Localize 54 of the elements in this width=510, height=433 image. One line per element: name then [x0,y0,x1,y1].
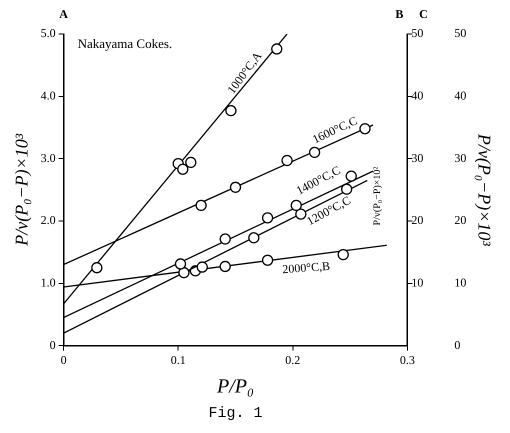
x-tick-label: 0.1 [170,352,186,367]
y2-tick-label: 40 [411,88,424,102]
point [91,262,102,274]
point [220,260,231,272]
point [230,182,242,193]
point [248,232,260,244]
y2-tick-label: 50 [411,26,424,40]
x-tick-label: 0 [60,352,67,367]
point [196,261,208,273]
point [359,123,371,134]
point [295,208,306,220]
y3-tick-label: 20 [454,213,466,228]
point [185,156,196,168]
text: C [419,7,428,21]
y3-tick-label: 30 [454,150,466,165]
point [341,184,352,195]
point [262,254,274,266]
y-tick-label: 1.0 [40,275,56,290]
y2-tick-label: 30 [411,150,424,165]
point [178,267,190,278]
x-tick-label: 0.2 [285,352,300,367]
series-label: 2000°C,B [282,258,331,276]
point [220,233,231,245]
text: A [59,7,68,21]
y-tick-label: 0 [50,338,56,352]
y-tick-label: 3.0 [40,150,56,165]
point [195,200,207,212]
point [174,258,186,270]
y3-tick-label: 40 [454,88,466,102]
y2-tick-label: 10 [411,275,424,290]
point [308,146,320,158]
y-tick-label: 4.0 [40,88,56,102]
caption: Fig. 1 [208,405,263,422]
y3-tick-label: 50 [454,26,466,40]
y3-tick-label: 10 [454,275,466,290]
point [271,43,282,55]
x-axis-title: P/P₀ [216,375,254,398]
text: B [395,7,404,21]
point [346,170,357,182]
y-tick-label: 2.0 [40,213,56,228]
x-tick-label: 0.3 [400,352,415,367]
point [338,248,349,260]
point [281,154,293,166]
y2-axis-title: P/v(P₀−P)×10² [372,166,384,226]
y2-tick-label: 20 [411,213,424,228]
point [177,164,188,175]
point [225,105,237,116]
y3-axis-title: P/v(P₀−P)×10³ [474,132,494,246]
annotation: Nakayama Cokes. [78,36,172,51]
y-tick-label: 5.0 [40,26,56,40]
point [290,200,302,212]
point [262,212,274,224]
y-axis-title: P/v(P₀−P)×10³ [12,133,32,247]
y3-tick-label: 0 [454,338,460,352]
